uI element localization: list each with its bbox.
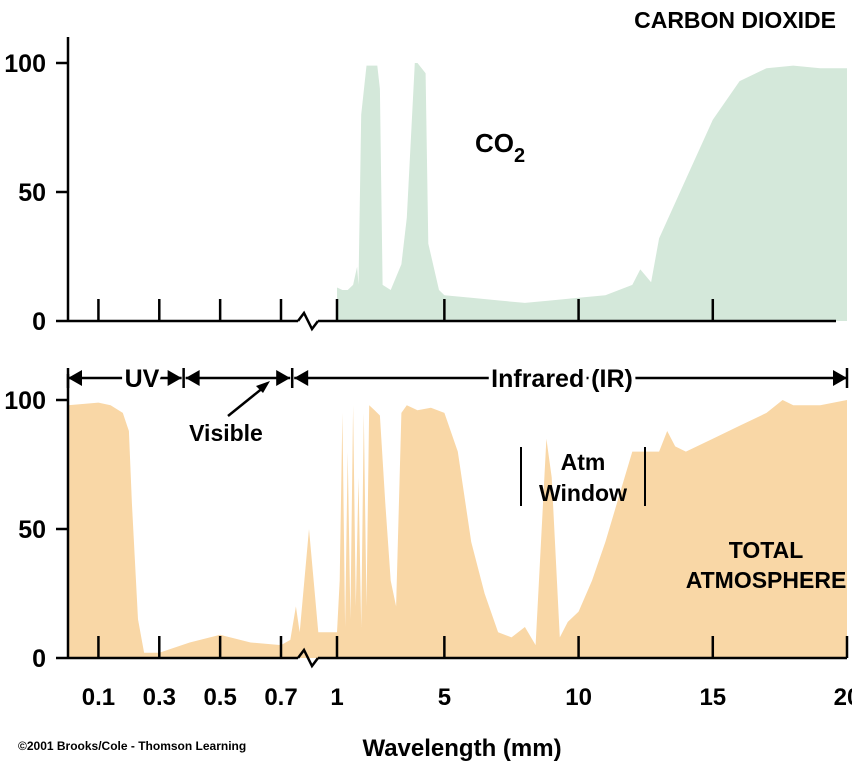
- total-atmosphere-label-line2: ATMOSPHERE: [686, 567, 847, 593]
- region-arrow-right-1: [276, 370, 291, 386]
- total-x-axis-break: [297, 647, 319, 669]
- co2-series-area: [337, 63, 847, 321]
- x-tick-label-0.3: 0.3: [143, 684, 176, 711]
- visible-annotation: Visible: [189, 420, 263, 446]
- x-tick-label-20: 20: [834, 684, 852, 711]
- x-tick-label-1: 1: [330, 684, 343, 711]
- total-y-tick-label-0: 0: [32, 645, 46, 673]
- x-tick-label-0.5: 0.5: [203, 684, 236, 711]
- region-arrow-left-1: [185, 370, 200, 386]
- co2-label-subscript: 2: [514, 145, 525, 167]
- region-arrow-right-2: [833, 370, 847, 386]
- x-tick-label-0.1: 0.1: [82, 684, 115, 711]
- x-axis-label: Wavelength (mm): [362, 735, 561, 762]
- atm-window-label-line2: Window: [539, 480, 627, 506]
- total-series-area: [68, 400, 847, 658]
- co2-y-tick-label-100: 100: [4, 50, 46, 78]
- co2-panel-axes: 0 50 100: [4, 37, 836, 336]
- x-tick-label-0.7: 0.7: [264, 684, 297, 711]
- spectral-region-markers: [66, 368, 849, 388]
- total-absorption-area: [68, 400, 847, 658]
- region-arrow-left-0: [68, 370, 82, 386]
- total-y-tick-label-50: 50: [18, 516, 46, 544]
- x-tick-labels: 0.10.30.50.715101520: [82, 684, 852, 711]
- co2-label-main: CO: [475, 128, 514, 158]
- co2-absorption-area: [337, 63, 847, 321]
- co2-y-tick-label-50: 50: [18, 179, 46, 207]
- atm-window-label-line1: Atm: [561, 449, 606, 475]
- x-tick-label-15: 15: [699, 684, 726, 711]
- x-tick-label-5: 5: [438, 684, 451, 711]
- total-panel-axes: 0 50 100: [4, 374, 849, 673]
- visible-arrow-line: [227, 386, 265, 417]
- co2-panel-title: CARBON DIOXIDE: [634, 7, 836, 33]
- ir-region-label: Infrared (IR): [491, 365, 633, 393]
- region-arrow-left-2: [294, 370, 309, 386]
- co2-x-axis-break: [297, 310, 319, 332]
- x-tick-label-10: 10: [565, 684, 592, 711]
- co2-y-tick-label-0: 0: [32, 308, 46, 336]
- region-arrow-right-0: [167, 370, 182, 386]
- copyright-notice: ©2001 Brooks/Cole - Thomson Learning: [18, 739, 246, 753]
- visible-arrow-head: [256, 381, 270, 393]
- total-atmosphere-label-line1: TOTAL: [729, 537, 804, 563]
- total-y-tick-label-100: 100: [4, 387, 46, 415]
- co2-series-label: CO2: [475, 128, 525, 167]
- uv-region-label: UV: [125, 365, 160, 393]
